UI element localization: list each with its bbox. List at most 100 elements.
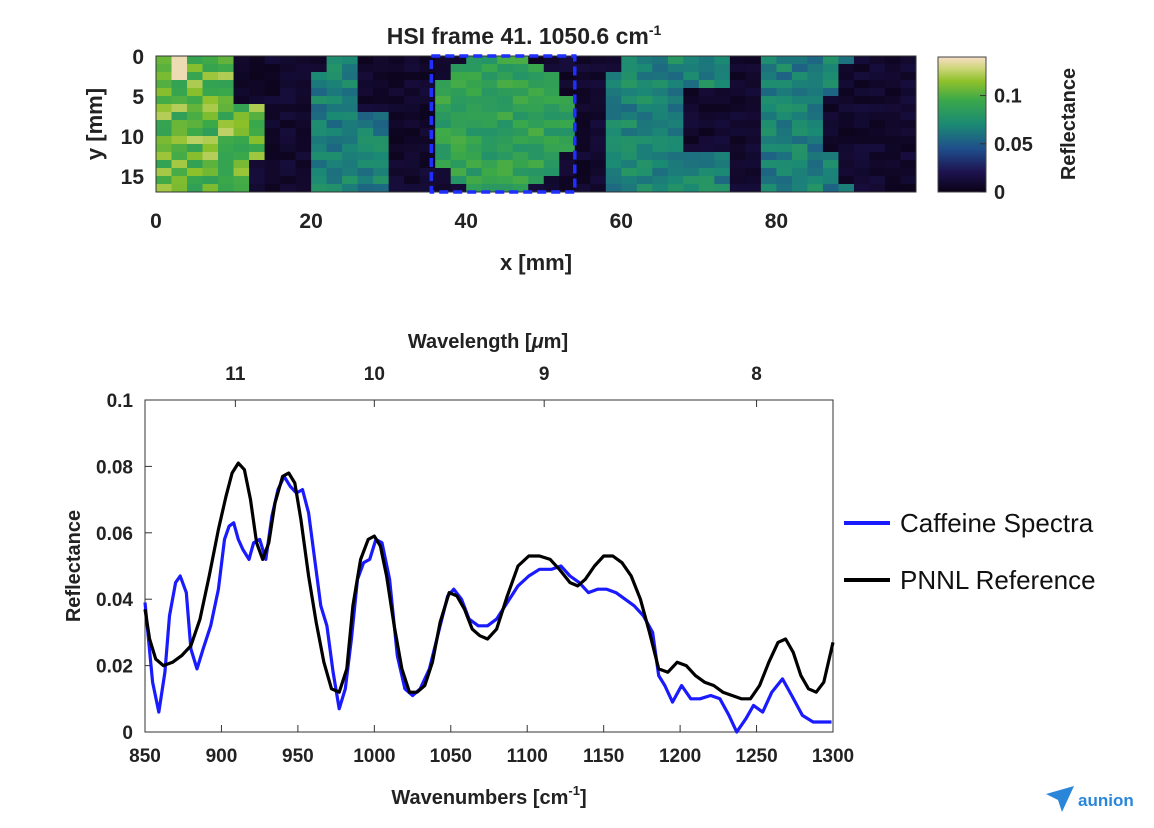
- heatmap-cell: [233, 56, 250, 65]
- heatmap-cell: [202, 96, 219, 105]
- heatmap-cell: [791, 96, 808, 105]
- heatmap-cell: [249, 80, 265, 89]
- heatmap-cell: [698, 136, 715, 145]
- heatmap-cell: [869, 168, 886, 177]
- heatmap-cell: [280, 128, 296, 137]
- heatmap-cell: [776, 112, 793, 121]
- heatmap-cell: [497, 72, 514, 81]
- heatmap-cell: [373, 88, 390, 97]
- heatmap-cell: [171, 120, 188, 129]
- heatmap-cell: [373, 80, 390, 89]
- heatmap-cell: [357, 72, 374, 81]
- heatmap-cell: [202, 184, 219, 193]
- heatmap-cell: [807, 144, 824, 153]
- heatmap-cell: [574, 80, 591, 89]
- heatmap-cell: [280, 136, 296, 145]
- heatmap-cell: [559, 160, 576, 169]
- heatmap-cell: [404, 152, 421, 161]
- heatmap-cell: [202, 56, 219, 65]
- heatmap-cell: [357, 144, 374, 153]
- heatmap-cell: [342, 160, 359, 169]
- heatmap-cell: [621, 184, 638, 193]
- heatmap-cell: [388, 152, 405, 161]
- heatmap-cell: [342, 112, 359, 121]
- heatmap-cell: [512, 64, 529, 73]
- heatmap-cell: [807, 160, 824, 169]
- heatmap-cell: [419, 160, 436, 169]
- heatmap-cell: [311, 152, 328, 161]
- heatmap-cell: [900, 120, 917, 129]
- x-axis-label: Wavenumbers [cm-1]: [391, 783, 586, 809]
- heatmap-cell: [745, 104, 762, 113]
- heatmap-cell: [605, 72, 622, 81]
- heatmap-cell: [171, 184, 188, 193]
- heatmap-cell: [543, 120, 560, 129]
- heatmap-cell: [760, 144, 777, 153]
- heatmap-cell: [869, 152, 886, 161]
- heatmap-cell: [745, 128, 762, 137]
- heatmap-cell: [791, 104, 808, 113]
- heatmap-cell: [791, 128, 808, 137]
- heatmap-cell: [404, 104, 421, 113]
- heatmap-cell: [853, 72, 870, 81]
- heatmap-cell: [450, 144, 467, 153]
- heatmap-cell: [760, 104, 777, 113]
- legend: Caffeine Spectra PNNL Reference: [844, 508, 1096, 595]
- heatmap-cell: [621, 64, 638, 73]
- heatmap-cell: [311, 144, 328, 153]
- heatmap-cell: [342, 120, 359, 129]
- heatmap-cell: [683, 104, 700, 113]
- heatmap-cell: [202, 80, 219, 89]
- heatmap-cell: [481, 112, 498, 121]
- heatmap-cell: [497, 112, 514, 121]
- heatmap-cell: [760, 56, 777, 65]
- heatmap-cell: [838, 152, 855, 161]
- heatmap-cell: [233, 64, 250, 73]
- heatmap-cell: [652, 96, 669, 105]
- colorbar-tick-label: 0: [994, 182, 1005, 204]
- heatmap-cell: [497, 64, 514, 73]
- heatmap-cell: [357, 96, 374, 105]
- heatmap-cell: [745, 184, 762, 193]
- heatmap-cell: [621, 160, 638, 169]
- heatmap-cell: [760, 128, 777, 137]
- heatmap-cell: [342, 176, 359, 185]
- heatmap-cell: [512, 80, 529, 89]
- heatmap-cell: [295, 176, 312, 185]
- heatmap-cell: [249, 88, 265, 97]
- heatmap-cell: [683, 80, 700, 89]
- heatmap-cell: [683, 168, 700, 177]
- heatmap-cell: [466, 136, 483, 145]
- heatmap-cell: [636, 152, 653, 161]
- heatmap-cell: [776, 128, 793, 137]
- heatmap-cell: [714, 64, 731, 73]
- plot-area-frame: [144, 399, 834, 733]
- heatmap-cell: [233, 104, 250, 113]
- heatmap-cell: [590, 96, 607, 105]
- y-axis-label: Reflectance: [63, 510, 85, 622]
- heatmap-cell: [435, 104, 452, 113]
- heatmap-cell: [605, 160, 622, 169]
- heatmap-cell: [714, 160, 731, 169]
- heatmap-cell: [187, 144, 203, 153]
- heatmap-cell: [590, 56, 607, 65]
- heatmap-cell: [590, 112, 607, 121]
- heatmap-cell: [791, 136, 808, 145]
- heatmap-cell: [729, 72, 746, 81]
- heatmap-cell: [807, 56, 824, 65]
- heatmap-cell: [342, 136, 359, 145]
- heatmap-x-tick-label: 80: [765, 210, 788, 233]
- heatmap-cell: [884, 64, 901, 73]
- heatmap-cell: [559, 64, 576, 73]
- heatmap-cell: [466, 56, 483, 65]
- heatmap-cell: [435, 144, 452, 153]
- heatmap-cell: [528, 104, 545, 113]
- heatmap-x-tick-label: 40: [455, 210, 478, 233]
- heatmap-cell: [419, 144, 436, 153]
- heatmap-cell: [357, 56, 374, 65]
- heatmap-cell: [311, 56, 328, 65]
- heatmap-cell: [621, 120, 638, 129]
- heatmap-cell: [900, 128, 917, 137]
- heatmap-cell: [574, 144, 591, 153]
- heatmap-cell: [218, 96, 234, 105]
